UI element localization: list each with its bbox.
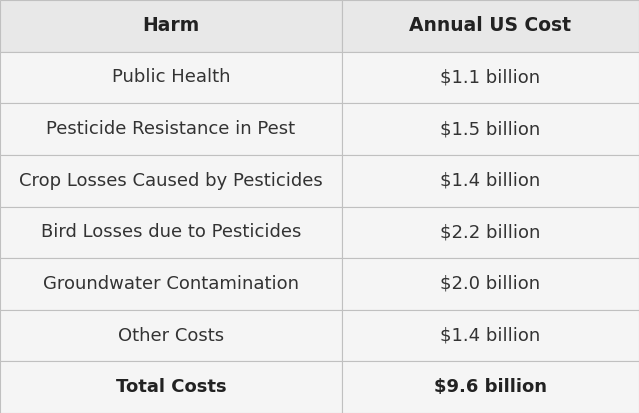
Bar [342,310,639,361]
Text: $1.1 billion: $1.1 billion [440,69,541,86]
Text: Groundwater Contamination: Groundwater Contamination [43,275,299,293]
Text: Public Health: Public Health [112,69,230,86]
Bar [342,206,639,258]
Text: Other Costs: Other Costs [118,327,224,344]
Bar [342,155,639,206]
Text: $1.4 billion: $1.4 billion [440,327,541,344]
Bar [342,103,639,155]
Text: $1.5 billion: $1.5 billion [440,120,541,138]
Bar [0,258,342,310]
Text: $2.0 billion: $2.0 billion [440,275,541,293]
Bar [0,206,342,258]
Bar [342,52,639,103]
Text: $1.4 billion: $1.4 billion [440,172,541,190]
Bar [342,258,639,310]
Text: Harm: Harm [142,16,199,36]
Bar [0,52,342,103]
Text: Annual US Cost: Annual US Cost [410,16,571,36]
Text: Bird Losses due to Pesticides: Bird Losses due to Pesticides [41,223,301,241]
Bar [0,361,342,413]
Text: Crop Losses Caused by Pesticides: Crop Losses Caused by Pesticides [19,172,323,190]
Bar [0,103,342,155]
Bar [342,0,639,52]
Text: Total Costs: Total Costs [116,378,226,396]
Bar [342,361,639,413]
Bar [0,0,342,52]
Text: $2.2 billion: $2.2 billion [440,223,541,241]
Bar [0,310,342,361]
Bar [0,155,342,206]
Text: $9.6 billion: $9.6 billion [434,378,547,396]
Text: Pesticide Resistance in Pest: Pesticide Resistance in Pest [47,120,295,138]
